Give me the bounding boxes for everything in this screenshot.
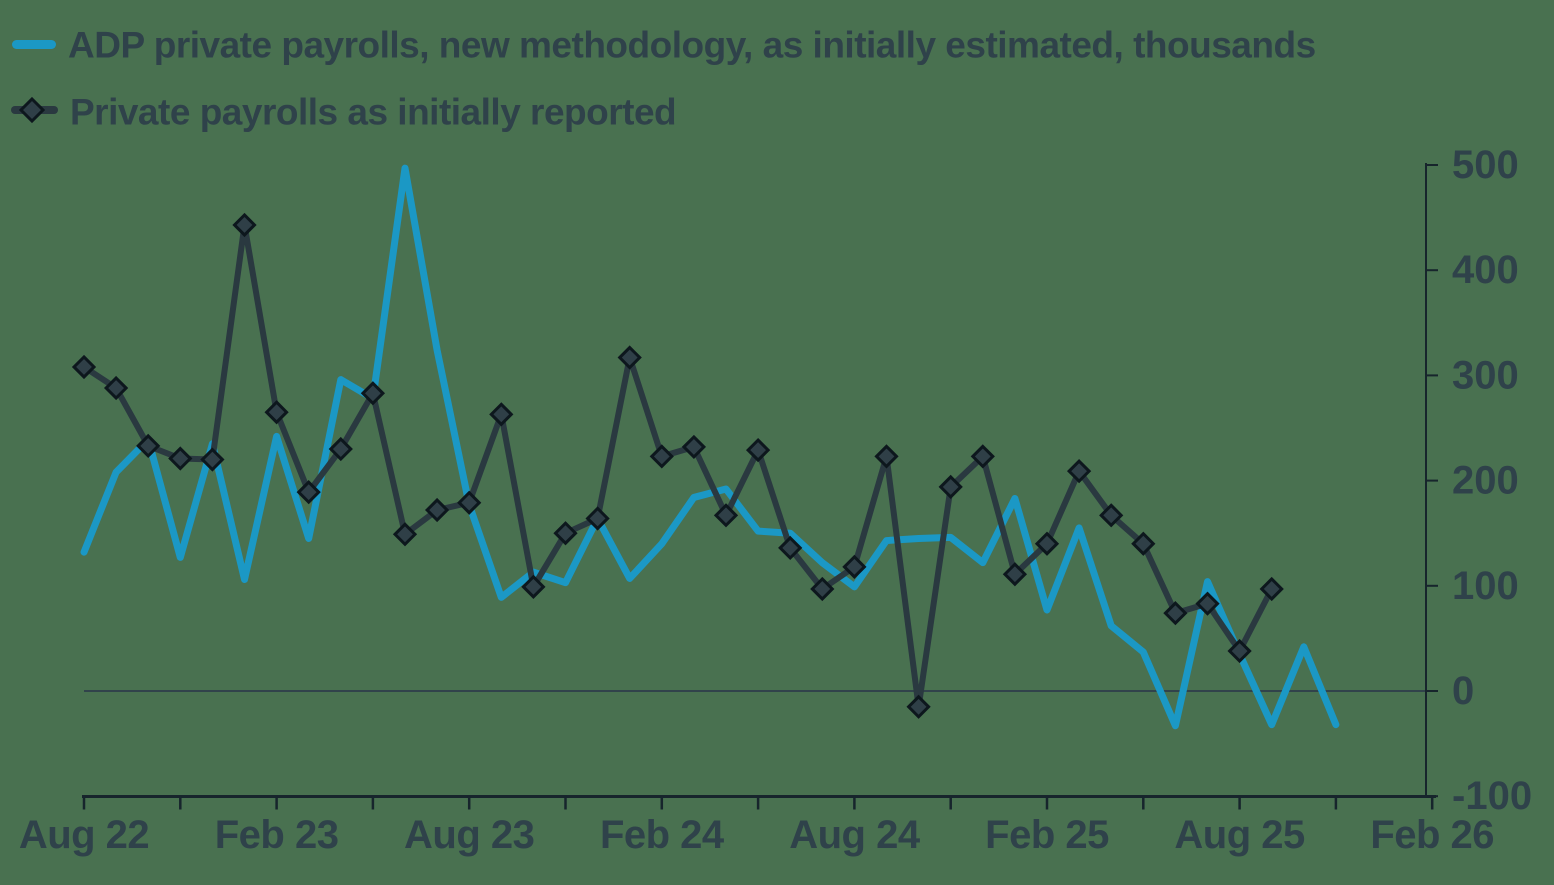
y-tick-label: -100 — [1452, 774, 1532, 818]
bls-diamond-marker-icon — [585, 506, 610, 531]
adp-line-swatch-icon — [12, 40, 56, 49]
bls-diamond-marker-icon — [136, 433, 161, 459]
bls-diamond-marker-icon — [1163, 601, 1188, 626]
bls-diamond-marker-icon — [392, 522, 418, 547]
bls-diamond-marker-icon — [810, 576, 835, 602]
y-tick-label: 0 — [1452, 669, 1474, 713]
bls-diamond-marker-icon — [906, 694, 931, 719]
x-tick-label: Aug 23 — [404, 813, 534, 857]
bls-diamond-marker-icon — [713, 503, 739, 528]
bls-diamond-marker-icon — [938, 474, 963, 500]
bls-diamond-marker-icon — [521, 574, 546, 599]
bls-diamond-marker-icon — [1259, 576, 1284, 602]
bls-diamond-marker-icon — [1131, 531, 1156, 556]
bls-diamond-marker-icon — [360, 381, 386, 406]
bls-diamond-marker-icon — [296, 480, 321, 505]
bls-diamond-marker-icon — [1099, 503, 1124, 528]
bls-diamond-marker-icon — [457, 490, 482, 515]
y-tick-label: 400 — [1452, 248, 1519, 292]
bls-diamond-marker-icon — [649, 444, 674, 469]
legend-item-bls: Private payrolls as initially reported — [11, 92, 677, 133]
bls-diamond-marker-icon — [1066, 459, 1092, 484]
y-tick-label: 200 — [1452, 459, 1519, 503]
bls-diamond-marker-icon — [970, 444, 995, 469]
bls-diamond-marker-icon — [1195, 591, 1220, 616]
bls-diamond-marker-icon — [745, 437, 771, 463]
bls-diamond-marker-icon — [264, 400, 289, 425]
bls-diamond-marker-icon — [1227, 638, 1252, 664]
y-tick-label: 100 — [1452, 564, 1519, 608]
bls-diamond-marker-icon — [424, 497, 450, 523]
bls-diamond-marker-icon — [168, 446, 193, 471]
x-tick-label: Aug 24 — [789, 813, 921, 857]
bls-diamond-marker-icon — [1034, 531, 1060, 556]
bls-diamond-marker-icon — [681, 434, 707, 460]
x-tick-label: Aug 22 — [19, 813, 149, 857]
x-tick-label: Feb 26 — [1370, 813, 1494, 857]
bls-diamond-marker-icon — [489, 402, 514, 427]
x-tick-label: Aug 25 — [1174, 813, 1305, 857]
legend-label-adp: ADP private payrolls, new methodology, a… — [68, 25, 1316, 66]
bls-diamond-marker-icon — [778, 535, 803, 561]
bls-diamond-marker-icon — [18, 96, 46, 124]
bls-diamond-marker-icon — [553, 521, 578, 546]
bls-diamond-marker-icon — [874, 444, 899, 469]
x-tick-label: Feb 23 — [215, 813, 339, 857]
bls-diamond-marker-icon — [71, 354, 97, 380]
plot-area: Aug 22 Feb 23 Aug 23 Feb 24 Aug 24 Feb 25 Aug … — [19, 143, 1532, 857]
legend-item-adp: ADP private payrolls, new methodology, a… — [12, 25, 1316, 66]
bls-diamond-marker-icon — [103, 375, 129, 401]
bls-diamond-marker-icon — [617, 345, 642, 370]
x-tick-label: Feb 24 — [600, 813, 725, 857]
bls-diamond-marker-icon — [200, 447, 225, 472]
y-tick-label: 300 — [1452, 353, 1519, 397]
legend: ADP private payrolls, new methodology, a… — [11, 25, 1316, 133]
y-tick-label: 500 — [1452, 143, 1519, 187]
bls-diamond-marker-icon — [328, 436, 353, 462]
legend-label-bls: Private payrolls as initially reported — [70, 92, 676, 133]
x-tick-label: Feb 25 — [985, 813, 1109, 857]
bls-series-line — [81, 221, 1275, 710]
bls-diamond-marker-icon — [1002, 562, 1028, 587]
adp-series-line — [80, 164, 1340, 730]
bls-diamond-marker-icon — [842, 554, 867, 579]
bls-diamond-marker-icon — [232, 212, 257, 238]
